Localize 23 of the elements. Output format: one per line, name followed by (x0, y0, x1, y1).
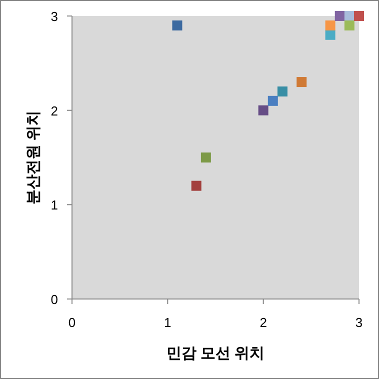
point (296, 77, 307, 88)
point (325, 20, 336, 30)
point (344, 11, 354, 21)
y-axis-title: 분산전원 위치 (25, 110, 42, 205)
point (200, 152, 211, 162)
point (191, 180, 202, 191)
point (258, 105, 268, 116)
y-tick-label: 1 (50, 198, 58, 213)
y-tick-label: 0 (50, 292, 58, 307)
point (172, 20, 182, 30)
point (354, 11, 364, 21)
x-tick-label: 2 (260, 315, 267, 330)
y-tick-label: 3 (50, 9, 58, 24)
x-tick-label: 3 (355, 315, 363, 330)
y-tick-label: 2 (50, 103, 58, 118)
point (334, 11, 345, 21)
x-tick-label: 0 (68, 315, 76, 330)
x-tick-label: 1 (164, 315, 172, 330)
point (268, 96, 278, 106)
point (344, 20, 354, 30)
point (277, 86, 288, 96)
point (325, 30, 336, 40)
x-axis-title: 민감 모선 위치 (166, 345, 265, 362)
